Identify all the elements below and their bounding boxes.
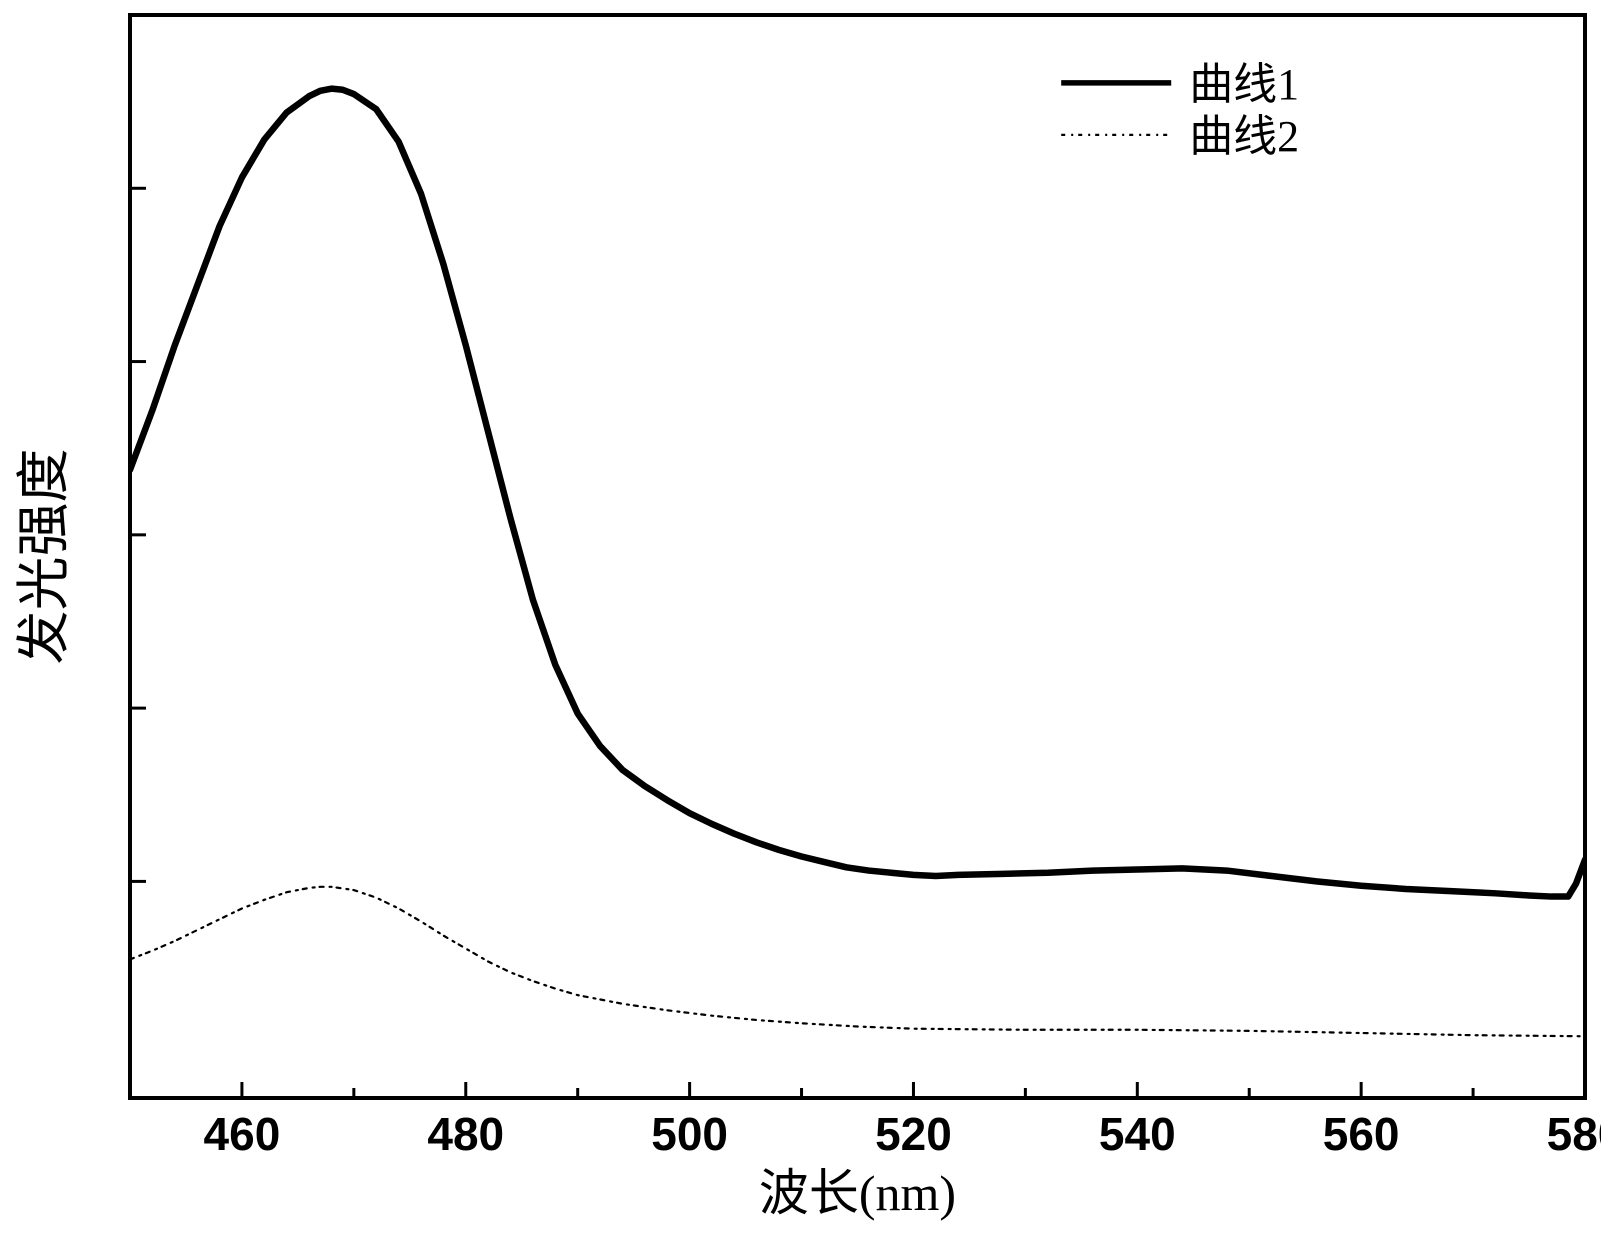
chart-container: 460 480 500 520 540 560 580 曲线1曲线2 波长(nm) 发光强度 — [0, 0, 1601, 1243]
legend-label-curve1: 曲线1 — [1189, 60, 1299, 109]
legend-label-curve2: 曲线2 — [1189, 112, 1299, 161]
x-axis-label: 波长(nm) — [759, 1165, 956, 1221]
x-tick-label: 540 — [1099, 1108, 1176, 1160]
y-axis-label: 发光强度 — [14, 449, 74, 665]
x-tick-label: 580 — [1547, 1108, 1601, 1160]
x-tick-label: 560 — [1323, 1108, 1400, 1160]
spectrum-chart: 460 480 500 520 540 560 580 曲线1曲线2 波长(nm) 发光强度 — [0, 0, 1601, 1243]
x-tick-label: 500 — [651, 1108, 728, 1160]
x-tick-label: 480 — [427, 1108, 504, 1160]
plot-area — [130, 15, 1585, 1098]
x-tick-label: 520 — [875, 1108, 952, 1160]
x-tick-label: 460 — [204, 1108, 281, 1160]
